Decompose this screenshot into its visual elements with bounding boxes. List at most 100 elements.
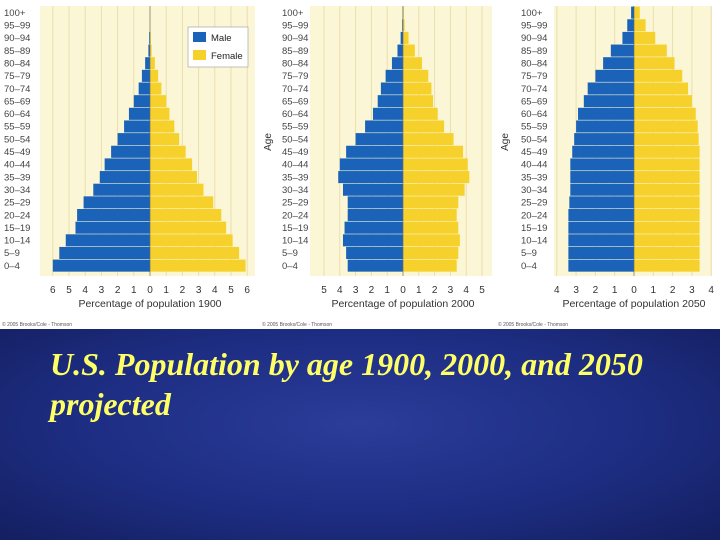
- legend-female-label: Female: [211, 51, 243, 62]
- chart-2000-age-label: 50–54: [282, 134, 308, 145]
- chart-2000-male-bar: [365, 120, 403, 133]
- chart-2000-tick-label: 1: [384, 285, 390, 296]
- chart-2000-female-bar: [403, 196, 459, 209]
- chart-2000-age-label: 25–29: [282, 198, 308, 209]
- chart-2050-female-bar: [634, 145, 700, 158]
- chart-2000-tick-label: 0: [400, 285, 406, 296]
- chart-2000-age-label: 20–24: [282, 210, 308, 221]
- chart-1900-male-bar: [104, 158, 150, 171]
- chart-1900-female-bar: [150, 209, 222, 222]
- chart-2050-male-bar: [587, 82, 634, 95]
- chart-2050-age-label: 50–54: [521, 134, 547, 145]
- chart-1900-female-bar: [150, 171, 197, 184]
- chart-2000-male-bar: [400, 31, 403, 44]
- chart-1900-age-label: 35–39: [4, 172, 30, 183]
- chart-1900-age-label: 100+: [4, 8, 26, 19]
- chart-1900-female-bar: [150, 95, 167, 108]
- chart-2050-tick-label: 0: [631, 285, 637, 296]
- chart-2000-y-axis-label: Age: [263, 133, 274, 151]
- chart-2000-female-bar: [403, 234, 460, 247]
- chart-1900-female-bar: [150, 120, 175, 133]
- chart-2000-age-label: 5–9: [282, 248, 298, 259]
- chart-2050-female-bar: [634, 183, 700, 196]
- chart-1900-age-label: 15–19: [4, 223, 30, 234]
- chart-2050-male-bar: [631, 6, 634, 19]
- chart-1900-age-label: 60–64: [4, 109, 30, 120]
- chart-1900-tick-label: 1: [131, 285, 137, 296]
- chart-1900-female-bar: [150, 158, 193, 171]
- chart-2050-age-label: 5–9: [521, 248, 537, 259]
- chart-2000-male-bar: [391, 57, 403, 70]
- chart-2050-age-label: 55–59: [521, 122, 547, 133]
- chart-2000-age-label: 60–64: [282, 109, 308, 120]
- chart-2000-female-bar: [403, 82, 432, 95]
- chart-2050-y-axis-label: Age: [500, 133, 511, 151]
- chart-1900-female-bar: [150, 246, 240, 259]
- legend-male-label: Male: [211, 33, 232, 44]
- chart-2000-female-bar: [403, 145, 464, 158]
- chart-2000-tick-label: 4: [463, 285, 469, 296]
- chart-1900-female-bar: [150, 183, 204, 196]
- chart-2000-male-bar: [385, 69, 403, 82]
- chart-2000-male-bar: [347, 209, 403, 222]
- chart-2050-tick-label: 2: [593, 285, 599, 296]
- chart-2050-female-bar: [634, 31, 656, 44]
- chart-1900-age-label: 80–84: [4, 58, 30, 69]
- chart-2000-female-bar: [403, 183, 465, 196]
- chart-1900-age-label: 20–24: [4, 210, 30, 221]
- chart-2050-age-label: 30–34: [521, 185, 547, 196]
- chart-1900-male-bar: [117, 133, 150, 146]
- chart-1900-female-bar: [150, 234, 233, 247]
- chart-1900-tick-label: 4: [212, 285, 218, 296]
- chart-2050-credit: © 2005 Brooks/Cole - Thomson: [498, 321, 568, 328]
- chart-1900-tick-label: 6: [50, 285, 56, 296]
- caption-panel: [0, 329, 720, 540]
- chart-2050-age-label: 15–19: [521, 223, 547, 234]
- chart-1900-age-label: 5–9: [4, 248, 20, 259]
- chart-2050-male-bar: [578, 107, 634, 120]
- chart-2000-tick-label: 3: [448, 285, 454, 296]
- chart-1900-tick-label: 5: [66, 285, 72, 296]
- chart-2000-female-bar: [403, 95, 434, 108]
- chart-2000-age-label: 95–99: [282, 21, 308, 32]
- chart-2000-male-bar: [355, 133, 403, 146]
- chart-1900-tick-label: 1: [163, 285, 169, 296]
- chart-2050-male-bar: [569, 196, 634, 209]
- chart-2000-male-bar: [372, 107, 403, 120]
- chart-1900-age-label: 55–59: [4, 122, 30, 133]
- chart-2050-age-label: 75–79: [521, 71, 547, 82]
- chart-1900-male-bar: [93, 183, 150, 196]
- chart-2000-male-bar: [402, 19, 403, 32]
- chart-2050-female-bar: [634, 57, 675, 70]
- chart-1900-female-bar: [150, 133, 180, 146]
- chart-2050-male-bar: [603, 57, 634, 70]
- chart-2000-age-label: 35–39: [282, 172, 308, 183]
- chart-2050-female-bar: [634, 158, 700, 171]
- chart-2050-age-label: 65–69: [521, 96, 547, 107]
- chart-2000-tick-label: 5: [479, 285, 485, 296]
- chart-2000-female-bar: [403, 31, 409, 44]
- chart-2000-female-bar: [403, 133, 454, 146]
- chart-2000-male-bar: [346, 145, 403, 158]
- chart-2050-male-bar: [627, 19, 634, 32]
- chart-1900-age-label: 65–69: [4, 96, 30, 107]
- chart-1900-female-bar: [150, 44, 152, 57]
- chart-1900-male-bar: [141, 69, 150, 82]
- chart-2000-tick-label: 2: [432, 285, 438, 296]
- chart-1900-male-bar: [59, 246, 150, 259]
- chart-2050-female-bar: [634, 6, 640, 19]
- chart-2050-male-bar: [610, 44, 634, 57]
- chart-2000-tick-label: 3: [353, 285, 359, 296]
- chart-1900-credit: © 2005 Brooks/Cole - Thomson: [2, 321, 72, 328]
- chart-2000-age-label: 40–44: [282, 160, 308, 171]
- chart-2000-age-label: 65–69: [282, 96, 308, 107]
- chart-2000-female-bar: [403, 69, 429, 82]
- chart-2050-female-bar: [634, 19, 646, 32]
- chart-2050-female-bar: [634, 246, 700, 259]
- chart-1900-male-bar: [99, 171, 150, 184]
- chart-1900-age-label: 95–99: [4, 21, 30, 32]
- chart-2000-male-bar: [339, 158, 403, 171]
- chart-2050-tick-label: 2: [670, 285, 676, 296]
- legend-female-swatch: [193, 50, 206, 60]
- chart-2000-tick-label: 4: [337, 285, 343, 296]
